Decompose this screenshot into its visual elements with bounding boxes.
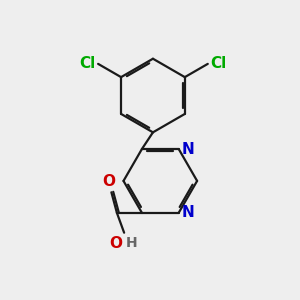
Text: O: O	[103, 174, 116, 189]
Text: N: N	[182, 142, 194, 157]
Text: H: H	[126, 236, 137, 250]
Text: Cl: Cl	[80, 56, 96, 71]
Text: Cl: Cl	[210, 56, 226, 71]
Text: N: N	[182, 205, 194, 220]
Text: O: O	[109, 236, 122, 251]
